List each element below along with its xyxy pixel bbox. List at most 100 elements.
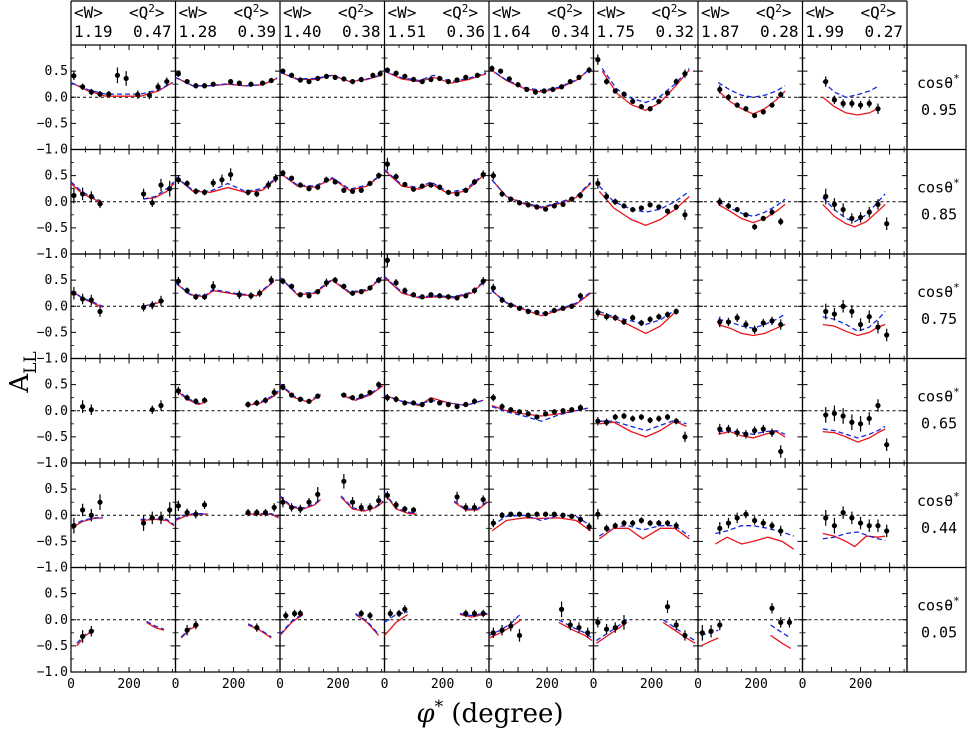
q-close: > — [677, 3, 687, 22]
data-point — [630, 415, 636, 422]
panel-frame — [383, 357, 490, 464]
panel — [801, 357, 908, 464]
data-point — [490, 395, 496, 401]
data-point — [306, 398, 312, 404]
column-header-q-label: <Q2> — [756, 2, 792, 22]
model-curve-solid — [279, 172, 383, 191]
data-point — [769, 102, 775, 108]
data-point — [419, 183, 425, 189]
q-sup: 2 — [462, 2, 469, 15]
data-point — [875, 523, 881, 529]
data-point — [437, 184, 443, 190]
data-point — [97, 499, 103, 505]
panel — [279, 148, 386, 255]
data-point — [656, 204, 662, 210]
column-w-value: 1.75 — [597, 22, 636, 41]
data-point — [210, 283, 216, 289]
data-point — [558, 606, 565, 612]
data-point — [595, 180, 601, 187]
data-point — [376, 277, 382, 283]
column-header-q-label: <Q2> — [338, 2, 374, 22]
model-curve-solid — [770, 634, 792, 650]
data-point — [291, 610, 298, 617]
column-header-q-label: <Q2> — [861, 2, 897, 22]
column-w-value: 1.64 — [492, 22, 531, 41]
data-point — [621, 203, 627, 209]
data-point — [164, 78, 170, 85]
data-point — [743, 106, 749, 112]
y-tick-label: 0.0 — [45, 90, 68, 105]
data-point — [866, 523, 872, 529]
data-point — [866, 209, 872, 215]
data-point — [673, 78, 679, 85]
data-point — [840, 100, 846, 107]
data-point — [734, 430, 740, 436]
data-point — [306, 499, 312, 505]
data-point — [367, 180, 373, 187]
y-tick-label: 0.0 — [45, 508, 68, 523]
x-tick-label: 0 — [799, 677, 807, 692]
column-header-2: <W> <Q2>1.40 0.38 — [279, 1, 381, 45]
data-point — [149, 200, 155, 206]
row-label-cos: cosθ* — [917, 177, 960, 197]
panel — [279, 566, 386, 673]
data-point — [341, 392, 347, 398]
data-point — [280, 278, 286, 284]
column-q2-value: 0.32 — [656, 22, 695, 41]
data-point — [454, 494, 460, 500]
data-point — [471, 610, 478, 617]
panel — [383, 44, 490, 151]
model-curve-dashed — [453, 500, 488, 510]
data-point — [393, 502, 399, 508]
data-point — [612, 199, 618, 205]
model-curve-solid — [488, 67, 592, 93]
data-point — [543, 310, 549, 317]
model-curve-solid — [718, 323, 786, 337]
column-w-value: 1.28 — [179, 22, 218, 41]
y-tick-label: 0.0 — [45, 195, 68, 210]
panel — [279, 253, 386, 360]
data-point — [158, 298, 164, 304]
model-curve-dashed — [279, 612, 304, 635]
model-curve-dashed — [491, 514, 591, 527]
data-point — [175, 388, 182, 394]
row-cos-value: 0.85 — [921, 206, 957, 224]
data-point — [283, 612, 289, 619]
data-point — [525, 308, 531, 315]
data-point — [71, 192, 77, 199]
data-point — [760, 320, 766, 326]
x-tick-label: 0 — [172, 677, 180, 692]
model-curve-solid — [822, 428, 886, 443]
x-axis-title-symbol: φ — [416, 699, 435, 729]
data-point — [725, 319, 732, 325]
data-point — [734, 315, 740, 321]
panel-frame — [488, 462, 595, 569]
panel-frame — [488, 148, 595, 255]
data-point — [463, 504, 469, 511]
data-point — [289, 504, 295, 511]
panel — [697, 148, 804, 255]
panel — [801, 253, 908, 360]
q-close: > — [573, 3, 583, 22]
data-point — [410, 400, 417, 406]
data-point — [612, 315, 618, 321]
data-point — [262, 397, 269, 403]
data-point — [831, 410, 838, 416]
data-point — [158, 402, 164, 409]
data-point — [840, 413, 846, 419]
panel — [697, 357, 804, 464]
data-point — [184, 510, 190, 516]
data-point — [323, 73, 330, 79]
data-point — [376, 173, 382, 179]
panel-frame — [592, 357, 699, 464]
cos-theta-sup: * — [953, 386, 960, 399]
data-point — [80, 191, 86, 197]
data-point — [445, 294, 451, 300]
data-point — [778, 528, 784, 534]
data-point — [585, 630, 591, 636]
data-point — [673, 622, 679, 628]
data-point — [506, 76, 512, 82]
data-point — [595, 418, 601, 424]
data-point — [175, 71, 182, 77]
data-point — [603, 78, 610, 85]
